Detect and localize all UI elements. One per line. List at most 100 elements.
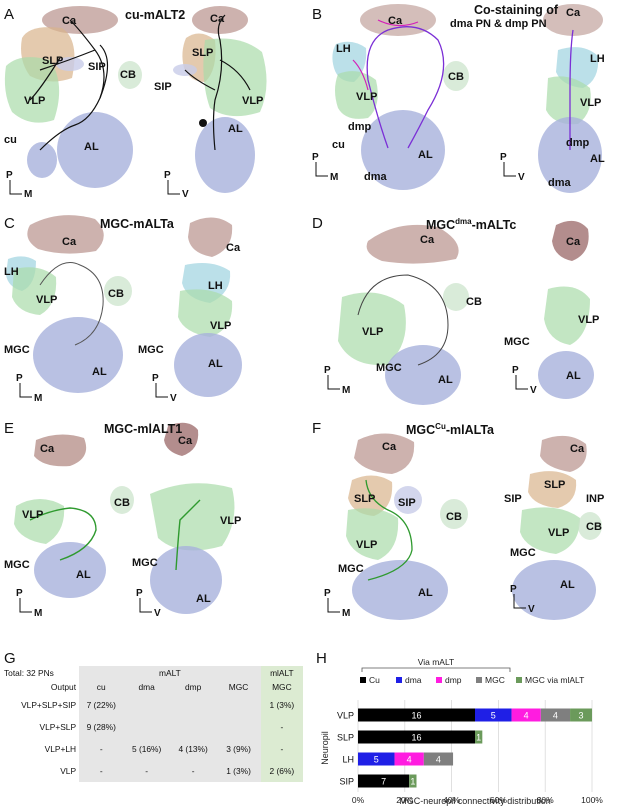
x-tick-label: 80% xyxy=(537,795,554,805)
panel-c: C MGC-mALTa Ca Ca LH LH VLP VLP CB MGC M… xyxy=(0,205,300,405)
legend-swatch xyxy=(476,677,482,683)
bar-value-label: 4 xyxy=(436,755,441,765)
axis-v: V xyxy=(518,172,525,183)
col-header: dmp xyxy=(169,680,217,694)
vlp-region xyxy=(4,57,60,123)
bar-segment xyxy=(423,752,454,766)
label-slp: SLP xyxy=(192,47,213,59)
bar-segment xyxy=(394,752,424,766)
axis-p: P xyxy=(164,170,171,181)
ca-region xyxy=(27,215,104,254)
al-region xyxy=(538,351,594,399)
col-header: cu xyxy=(79,680,124,694)
label-sip: SIP xyxy=(504,493,522,505)
label-vlp: VLP xyxy=(210,320,231,332)
vlp-region xyxy=(546,76,591,125)
table-cell: 4 (13%) xyxy=(169,738,217,760)
panel-letter-c: C xyxy=(4,215,15,232)
panel-title-c: MGC-mALTa xyxy=(100,217,174,231)
ca-region xyxy=(188,217,233,257)
bar-segment xyxy=(358,708,475,722)
panel-e: E MGC-mlALT1 Ca Ca CB VLP VLP MGC MGC AL… xyxy=(0,410,300,620)
axis-m: M xyxy=(34,608,42,619)
label-vlp: VLP xyxy=(578,314,599,326)
sip-region xyxy=(56,57,84,71)
axis-v: V xyxy=(182,189,189,200)
axis-m: M xyxy=(342,385,350,396)
label-lh: LH xyxy=(4,266,19,278)
bracket-label: Via mALT xyxy=(418,657,455,667)
table-cell: - xyxy=(79,738,124,760)
x-tick-label: 100% xyxy=(581,795,603,805)
title-d-main: MGC xyxy=(426,218,456,233)
label-ca: Ca xyxy=(566,7,581,19)
output-label: Output xyxy=(50,682,77,692)
bar-segment xyxy=(358,774,410,788)
bar-segment xyxy=(475,730,483,744)
al-region xyxy=(33,317,123,393)
category-label: SLP xyxy=(337,733,354,743)
label-cu: cu xyxy=(4,134,17,146)
axis-p: P xyxy=(136,588,143,599)
panel-letter-f: F xyxy=(312,420,322,437)
title-d-sup: dma xyxy=(455,217,472,226)
table-cell: - xyxy=(79,760,124,782)
bar-value-label: 4 xyxy=(407,755,412,765)
vlp-region xyxy=(335,71,378,119)
panel-letter-d: D xyxy=(312,215,323,232)
neuron-trace xyxy=(357,274,449,366)
table-cell: 5 (16%) xyxy=(123,738,170,760)
cb-region xyxy=(110,486,134,514)
label-mgc: MGC xyxy=(4,344,30,356)
panel-title-f: MGCCu-mlALTa xyxy=(406,422,494,437)
panel-title-b-line2: dma PN & dmp PN xyxy=(450,18,547,30)
al-region xyxy=(174,333,242,397)
panel-h: H 0% 20% 40% 60% 80% 100% Via mALT Cu dma dmp MGC M… xyxy=(306,650,617,807)
label-ca: Ca xyxy=(210,13,225,25)
panel-title-d: MGCdma-mALTc xyxy=(426,217,516,232)
axis-v: V xyxy=(528,604,535,615)
panel-g: G Total: 32 PNs mALT mlALT Output cu dma… xyxy=(0,650,305,804)
label-mgc: MGC xyxy=(504,336,530,348)
vlp-region xyxy=(520,507,580,554)
table-cell: 3 (9%) xyxy=(216,738,261,760)
bar-value-label: 5 xyxy=(374,755,379,765)
vlp-region xyxy=(12,267,57,315)
row-label: VLP+SLP+SIP xyxy=(21,700,77,710)
table-cell: 1 (3%) xyxy=(260,694,303,716)
table-header-row: Output cu dma dmp MGC MGC xyxy=(3,680,303,694)
neuron-trace xyxy=(175,499,201,571)
x-tick-label: 60% xyxy=(490,795,507,805)
label-cb: CB xyxy=(466,296,482,308)
vlp-region xyxy=(150,483,235,551)
label-lh: LH xyxy=(336,43,351,55)
label-slp: SLP xyxy=(354,493,375,505)
legend-entry: dma xyxy=(405,675,422,685)
table-cell xyxy=(169,694,217,716)
label-al: AL xyxy=(418,149,433,161)
cb-region xyxy=(118,61,142,89)
label-lh: LH xyxy=(590,53,605,65)
orientation-axes xyxy=(9,180,180,195)
table-cell: - xyxy=(169,760,217,782)
bar-segment xyxy=(570,708,592,722)
label-cu: cu xyxy=(332,139,345,151)
panel-letter-g: G xyxy=(4,650,16,667)
label-ca: Ca xyxy=(62,236,77,248)
neuron-trace xyxy=(366,26,445,149)
row-label: VLP+LH xyxy=(44,744,77,754)
title-f-tail: -mlALTa xyxy=(445,423,494,438)
table-cell xyxy=(216,694,261,716)
label-cb: CB xyxy=(120,69,136,81)
axis-m: M xyxy=(330,172,338,183)
table-row: VLP+SLP+SIP 7 (22%) 1 (3%) xyxy=(3,694,303,716)
ca-region xyxy=(42,6,118,34)
bar-segment xyxy=(475,708,512,722)
label-ca: Ca xyxy=(62,15,77,27)
category-label: VLP xyxy=(337,711,354,721)
label-al: AL xyxy=(438,374,453,386)
panel-f: F MGCCu-mlALTa Ca Ca SLP SLP SIP SIP INP… xyxy=(308,410,617,620)
label-al: AL xyxy=(590,153,605,165)
label-ca: Ca xyxy=(40,443,55,455)
al-region xyxy=(195,117,255,193)
